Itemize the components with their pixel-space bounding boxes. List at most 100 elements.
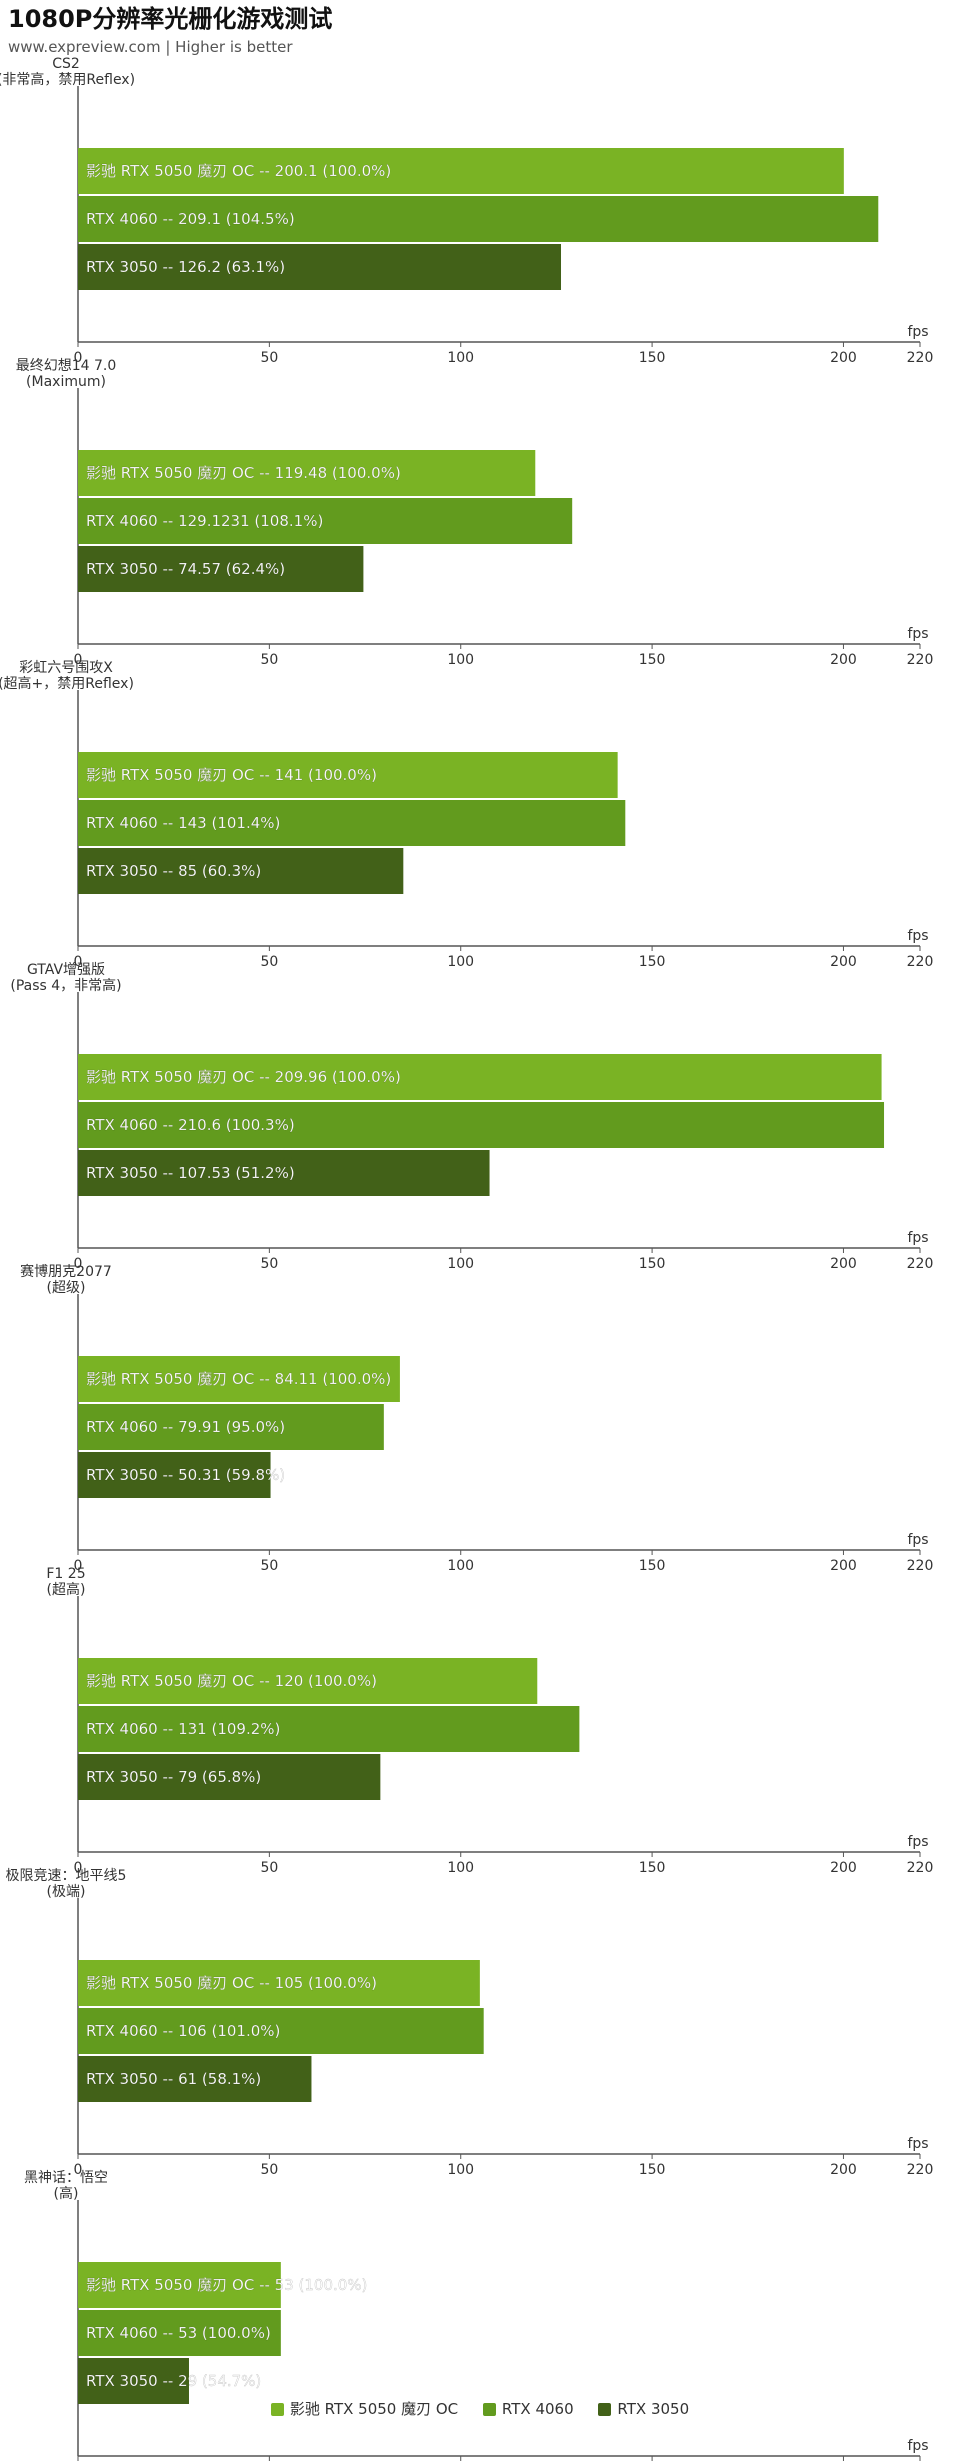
x-axis-unit-label: fps — [907, 928, 928, 944]
legend-swatch-3 — [598, 2402, 612, 2416]
chart-panel-4: GTAV增强版(Pass 4，非常高) 0 50 100 150 200 220 fps 影驰 … — [10, 962, 933, 1272]
x-tick-label: 150 — [639, 1256, 666, 1272]
chart-panel-5: 赛博朋克2077 (超级) 0 50 100 150 200 220 fps 影驰 RTX 505… — [20, 1263, 933, 1574]
x-tick-label: 100 — [447, 1256, 474, 1272]
chart-title-line: CS2 — [52, 56, 80, 72]
chart-title-line: (超高) — [47, 1581, 86, 1598]
chart-title-line: 赛博朋克2077 — [20, 1263, 112, 1280]
x-tick-label: 0 — [74, 2162, 83, 2178]
legend: 影驰 RTX 5050 魔刃 OC RTX 4060 RTX 3050 — [0, 2398, 960, 2419]
bar-label: 影驰 RTX 5050 魔刃 OC -- 141 (100.0%) — [86, 766, 377, 784]
chart-title: 极限竞速：地平线5 (极端) — [6, 1867, 127, 1900]
x-axis-unit-label: fps — [907, 1532, 928, 1548]
bar — [78, 1054, 882, 1100]
chart-title-line: (非常高，禁用Reflex) — [0, 71, 135, 88]
x-tick-label: 100 — [447, 1860, 474, 1876]
chart-title: 彩虹六号围攻X (超高+，禁用Reflex) — [0, 660, 134, 692]
x-tick-label: 0 — [74, 1256, 83, 1272]
bar-label: RTX 3050 -- 29 (54.7%) — [86, 2372, 261, 2390]
x-axis-unit-label: fps — [907, 1834, 928, 1850]
bar — [78, 752, 618, 798]
x-axis-unit-label: fps — [907, 626, 928, 642]
x-tick-label: 50 — [260, 1558, 278, 1574]
bar-label: RTX 4060 -- 131 (109.2%) — [86, 1720, 280, 1738]
x-axis-unit-label: fps — [907, 2438, 928, 2454]
bar-label: RTX 3050 -- 79 (65.8%) — [86, 1768, 261, 1786]
x-tick-label: 200 — [830, 350, 857, 366]
legend-label-1: 影驰 RTX 5050 魔刃 OC — [289, 2400, 459, 2418]
legend-swatch-1 — [270, 2403, 284, 2416]
x-tick-label: 100 — [447, 652, 474, 668]
legend-label-2: RTX 4060 — [501, 2399, 574, 2418]
x-tick-label: 150 — [639, 954, 666, 970]
x-tick-label: 0 — [74, 652, 83, 668]
bar-label: RTX 3050 -- 50.31 (59.8%) — [86, 1466, 285, 1484]
bar-label: 影驰 RTX 5050 魔刃 OC -- 120 (100.0%) — [86, 1672, 377, 1690]
x-tick-label: 200 — [830, 1256, 857, 1272]
legend-item-1[interactable]: 影驰 RTX 5050 魔刃 OC — [270, 2398, 459, 2419]
chart-title-line: 极限竞速：地平线5 — [6, 1867, 127, 1884]
page-subtitle: www.expreview.com | Higher is better — [8, 38, 293, 56]
legend-swatch-2 — [482, 2402, 496, 2416]
x-tick-label: 50 — [260, 954, 278, 970]
bar-label: RTX 3050 -- 74.57 (62.4%) — [86, 560, 285, 578]
bar — [78, 1658, 538, 1704]
x-axis-unit-label: fps — [907, 2136, 928, 2152]
x-tick-label: 0 — [74, 1860, 83, 1876]
bar-label: 影驰 RTX 5050 魔刃 OC -- 84.11 (100.0%) — [86, 1370, 391, 1388]
bar — [78, 1150, 490, 1196]
x-tick-label: 200 — [830, 1860, 857, 1876]
chart-title-line: (高) — [54, 2185, 79, 2202]
x-tick-label: 150 — [639, 652, 666, 668]
x-tick-label: 50 — [260, 350, 278, 366]
x-tick-label: 50 — [260, 1256, 278, 1272]
x-tick-label: 0 — [74, 350, 83, 366]
bar — [78, 1960, 480, 2006]
x-tick-label: 50 — [260, 2162, 278, 2178]
bar — [78, 1452, 271, 1498]
x-tick-label: 200 — [830, 1558, 857, 1574]
legend-item-2[interactable]: RTX 4060 — [482, 2399, 574, 2418]
bar — [78, 1356, 400, 1402]
x-tick-label: 100 — [447, 1558, 474, 1574]
x-tick-label: 220 — [907, 1860, 934, 1876]
bar-label: RTX 3050 -- 61 (58.1%) — [86, 2070, 261, 2088]
x-tick-label: 200 — [830, 2162, 857, 2178]
x-tick-label: 220 — [907, 652, 934, 668]
bar — [78, 2358, 189, 2404]
x-tick-label: 50 — [260, 652, 278, 668]
bar-label: RTX 3050 -- 126.2 (63.1%) — [86, 258, 285, 276]
bar-label: RTX 4060 -- 209.1 (104.5%) — [86, 210, 295, 228]
bar-label: RTX 4060 -- 53 (100.0%) — [86, 2324, 271, 2342]
legend-label-3: RTX 3050 — [617, 2399, 690, 2418]
bar — [78, 1706, 580, 1752]
bar-label: RTX 4060 -- 210.6 (100.3%) — [86, 1116, 295, 1134]
x-tick-label: 200 — [830, 954, 857, 970]
bar-label: 影驰 RTX 5050 魔刃 OC -- 200.1 (100.0%) — [86, 162, 391, 180]
page-title: 1080P分辨率光栅化游戏测试 — [8, 5, 333, 33]
chart-header: 1080P分辨率光栅化游戏测试 www.expreview.com | High… — [8, 2, 332, 58]
x-tick-label: 150 — [639, 350, 666, 366]
x-tick-label: 100 — [447, 954, 474, 970]
x-tick-label: 150 — [639, 1558, 666, 1574]
chart-title: 赛博朋克2077 (超级) — [20, 1263, 112, 1296]
x-tick-label: 220 — [907, 1558, 934, 1574]
bar-label: RTX 4060 -- 79.91 (95.0%) — [86, 1418, 285, 1436]
bar — [78, 196, 879, 242]
chart-title-line: 最终幻想14 7.0 — [16, 358, 117, 374]
bar-label: 影驰 RTX 5050 魔刃 OC -- 105 (100.0%) — [86, 1974, 377, 1992]
bar-label: RTX 4060 -- 129.1231 (108.1%) — [86, 512, 323, 530]
bar — [78, 546, 364, 592]
x-tick-label: 100 — [447, 2162, 474, 2178]
chart-title: 黑神话：悟空(高) — [24, 2170, 108, 2202]
bar — [78, 244, 562, 290]
x-tick-label: 220 — [907, 1256, 934, 1272]
bar-label: RTX 3050 -- 85 (60.3%) — [86, 862, 261, 880]
legend-item-3[interactable]: RTX 3050 — [598, 2400, 689, 2418]
chart-title-line: GTAV增强版 — [27, 962, 105, 978]
x-tick-label: 200 — [830, 652, 857, 668]
chart-title: 最终幻想14 7.0 (Maximum) — [16, 358, 117, 390]
x-tick-label: 220 — [907, 350, 934, 366]
